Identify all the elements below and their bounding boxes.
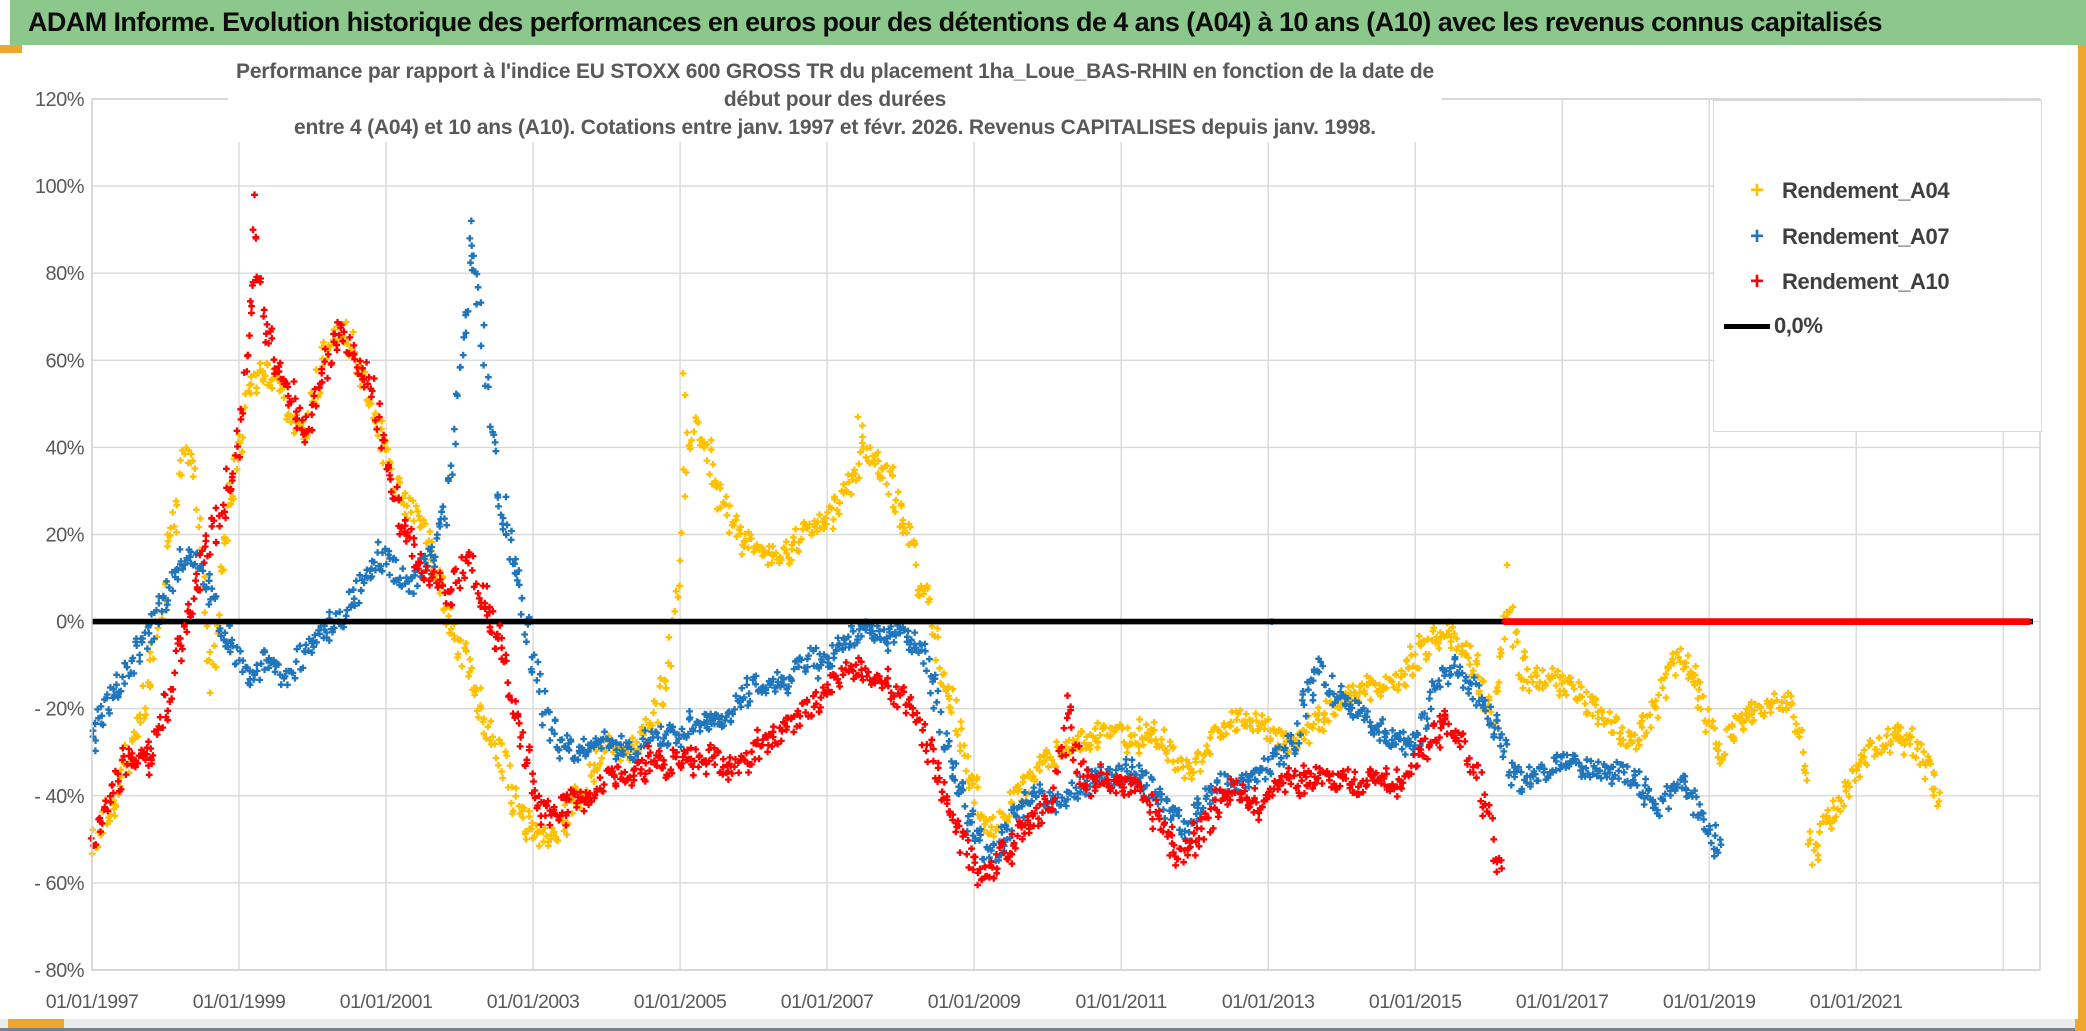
black-line-icon (1724, 323, 1770, 329)
y-axis-tick-label: - 80% (34, 960, 84, 982)
vertical-scrollbar[interactable] (2078, 45, 2086, 1019)
plus-marker-icon: + (1749, 223, 1764, 250)
x-axis-tick-label: 01/01/1997 (46, 991, 139, 1013)
x-axis-tick-label: 01/01/2011 (1076, 991, 1167, 1013)
series-rendement-a10-zero-band (1501, 618, 2032, 625)
x-axis-tick-label: 01/01/2015 (1369, 991, 1462, 1013)
x-axis-tick-label: 01/01/2009 (928, 991, 1021, 1013)
y-axis-tick-label: - 40% (34, 786, 84, 808)
window-bottom-edge (0, 1028, 2086, 1031)
chart-title-line1: Performance par rapport à l'indice EU ST… (236, 60, 1434, 111)
y-axis-tick-label: 0% (56, 612, 85, 634)
x-axis-tick-label: 01/01/2019 (1663, 991, 1756, 1013)
x-axis-tick-label: 01/01/2021 (1810, 991, 1903, 1013)
y-axis-tick-label: - 20% (34, 699, 84, 721)
scrollbar-thumb[interactable] (8, 1019, 64, 1028)
plus-marker-icon: + (1749, 177, 1764, 204)
y-axis-tick-label: 80% (45, 263, 84, 285)
chart-title: Performance par rapport à l'indice EU ST… (228, 58, 1442, 142)
x-axis-tick-label: 01/01/2001 (340, 991, 433, 1013)
y-axis-tick-label: 40% (45, 437, 84, 459)
window-title: ADAM Informe. Evolution historique des p… (28, 7, 1883, 37)
x-axis-tick-label: 01/01/2007 (781, 991, 874, 1013)
window-title-bar: ADAM Informe. Evolution historique des p… (10, 0, 2086, 45)
y-axis-tick-label: 60% (45, 350, 84, 372)
chart-legend: + Rendement_A04 + Rendement_A07 + Rendem… (1713, 100, 2042, 432)
x-axis-tick-label: 01/01/2003 (487, 991, 580, 1013)
series-rendement-a07 (89, 217, 1725, 870)
gold-accent-top-left (0, 45, 22, 53)
x-axis-tick-label: 01/01/1999 (193, 991, 286, 1013)
y-axis-tick-label: - 60% (34, 873, 84, 895)
horizontal-scrollbar[interactable] (0, 1019, 2086, 1028)
x-axis-tick-labels: 01/01/1997 01/01/1999 01/01/2001 01/01/2003… (46, 991, 1903, 1013)
y-axis-tick-label: 120% (35, 89, 85, 111)
gold-accent-bottom-right (2075, 1019, 2086, 1031)
y-axis-tick-labels: 120% 100% 80% 60% 40% 20% 0% - 20% - 40% - 60% - 8… (34, 89, 85, 982)
legend-item-rendement-a07[interactable]: + Rendement_A07 (1714, 215, 2041, 259)
legend-label: 0,0% (1774, 313, 1823, 338)
series-rendement-a10 (87, 191, 1505, 889)
x-axis-tick-label: 01/01/2005 (634, 991, 727, 1013)
x-axis-tick-label: 01/01/2013 (1222, 991, 1315, 1013)
chart-title-line2: entre 4 (A04) et 10 ans (A10). Cotations… (294, 116, 1376, 139)
legend-label: Rendement_A04 (1782, 178, 1950, 203)
legend-label: Rendement_A07 (1782, 224, 1950, 249)
plus-marker-icon: + (1749, 268, 1764, 295)
x-axis-tick-label: 01/01/2017 (1516, 991, 1609, 1013)
legend-item-rendement-a10[interactable]: + Rendement_A10 (1714, 260, 2041, 304)
y-axis-tick-label: 100% (35, 176, 85, 198)
legend-item-zero-line[interactable]: 0,0% (1714, 304, 2041, 348)
y-axis-tick-label: 20% (45, 525, 84, 547)
legend-item-rendement-a04[interactable]: + Rendement_A04 (1714, 169, 2041, 213)
legend-label: Rendement_A10 (1782, 269, 1950, 294)
